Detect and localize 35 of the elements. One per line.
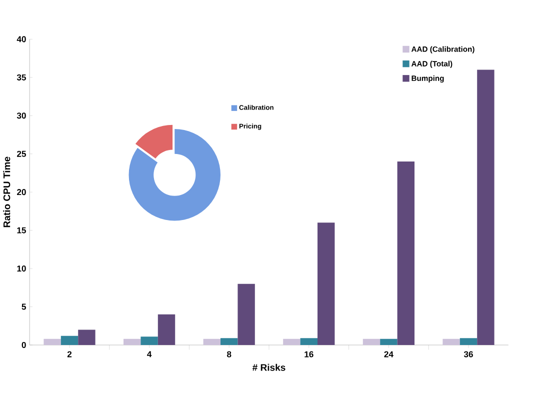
y-tick-label: 5 xyxy=(22,304,26,310)
y-tick-label: 25 xyxy=(17,151,26,158)
x-tick-label: 2 xyxy=(67,351,72,358)
x-tick-label: 8 xyxy=(226,351,232,358)
bar xyxy=(283,339,300,346)
y-tick-label: 35 xyxy=(16,74,26,81)
bar xyxy=(203,339,220,346)
bar xyxy=(60,336,78,346)
bar xyxy=(124,339,141,346)
bar xyxy=(397,162,415,346)
y-tick-label: 0 xyxy=(22,342,26,348)
bar xyxy=(362,339,380,346)
y-axis-title: Ratio CPU Time xyxy=(3,157,10,228)
bar xyxy=(238,284,255,346)
bar xyxy=(442,339,460,346)
x-tick-label: 4 xyxy=(147,351,152,358)
y-tick-label: 30 xyxy=(16,112,26,119)
bar xyxy=(460,338,478,346)
y-tick-label: 40 xyxy=(16,36,26,42)
x-tick-label: 24 xyxy=(384,351,394,358)
x-axis-title: # Risks xyxy=(252,364,286,372)
y-tick-label: 20 xyxy=(17,189,26,196)
bar xyxy=(44,339,61,346)
bar xyxy=(78,330,96,346)
x-tick-label: 36 xyxy=(464,351,473,358)
bar xyxy=(300,338,318,346)
bar xyxy=(220,338,238,346)
y-tick-label: 10 xyxy=(17,266,26,272)
y-tick-label: 15 xyxy=(17,228,26,234)
bar xyxy=(477,70,494,346)
bar xyxy=(380,339,398,346)
x-tick-label: 16 xyxy=(304,351,314,358)
bar xyxy=(158,314,176,346)
bar xyxy=(318,222,335,346)
bar xyxy=(140,336,158,346)
